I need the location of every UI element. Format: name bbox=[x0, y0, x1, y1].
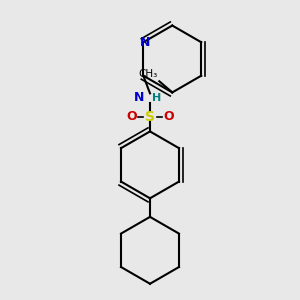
Text: S: S bbox=[145, 110, 155, 124]
Text: N: N bbox=[134, 92, 144, 104]
Text: O: O bbox=[126, 110, 137, 123]
Text: H: H bbox=[152, 93, 161, 103]
Text: CH₃: CH₃ bbox=[138, 69, 158, 80]
Text: O: O bbox=[163, 110, 174, 123]
Text: N: N bbox=[140, 36, 150, 49]
